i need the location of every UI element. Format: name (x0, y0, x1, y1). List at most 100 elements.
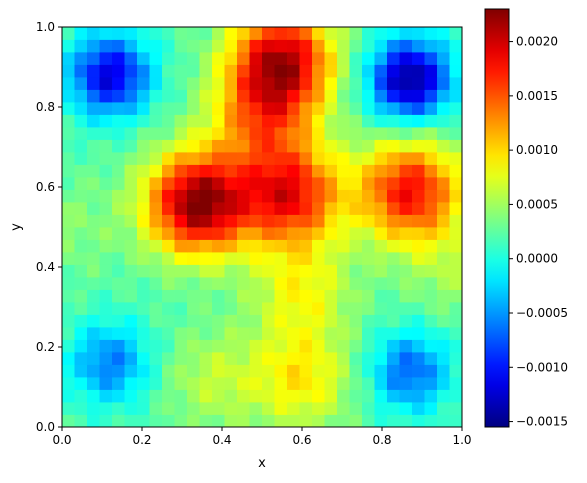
heatmap-cell (162, 264, 175, 278)
heatmap-cell (149, 64, 163, 78)
heatmap-cell (199, 239, 213, 253)
colorbar-tick-label: 0.0005 (516, 197, 558, 211)
colorbar-tick-label: −0.0010 (516, 360, 568, 374)
heatmap-cell (62, 252, 75, 265)
heatmap-cell (62, 264, 75, 278)
heatmap-cell (287, 339, 300, 353)
heatmap-cell (137, 314, 150, 328)
heatmap-cell (74, 214, 88, 228)
heatmap-cell (437, 127, 450, 140)
heatmap-cell (399, 252, 413, 265)
heatmap-cell (437, 252, 450, 265)
heatmap-cell (312, 77, 325, 90)
heatmap-cell (399, 27, 413, 40)
heatmap-cell (287, 302, 300, 315)
heatmap-cell (337, 189, 350, 203)
heatmap-cell (187, 89, 200, 103)
heatmap-cell (174, 52, 188, 65)
heatmap-cell (249, 314, 263, 328)
heatmap-cell (287, 227, 300, 240)
heatmap-cell (149, 239, 163, 253)
heatmap-cell (387, 52, 400, 65)
heatmap-cell (74, 64, 88, 78)
heatmap-cell (162, 27, 175, 40)
heatmap-cell (324, 264, 338, 278)
heatmap-cell (149, 227, 163, 240)
heatmap-cell (412, 202, 425, 215)
heatmap-cell (399, 114, 413, 128)
heatmap-cell (174, 64, 188, 78)
heatmap-cell (299, 139, 313, 153)
heatmap-cell (124, 389, 138, 403)
heatmap-cell (337, 52, 350, 65)
heatmap-cell (287, 214, 300, 228)
heatmap-cell (74, 389, 88, 403)
heatmap-cell (212, 114, 225, 128)
heatmap-cell (87, 152, 100, 165)
heatmap-cell (387, 177, 400, 190)
heatmap-cell (212, 364, 225, 378)
heatmap-cell (299, 389, 313, 403)
heatmap-cell (324, 289, 338, 303)
heatmap-cell (424, 152, 438, 165)
heatmap-cell (337, 252, 350, 265)
heatmap-cell (337, 277, 350, 290)
heatmap-cell (262, 64, 275, 78)
heatmap-cells (62, 27, 463, 428)
heatmap-cell (324, 52, 338, 65)
heatmap-cell (112, 252, 125, 265)
heatmap-cell (174, 277, 188, 290)
heatmap-cell (262, 77, 275, 90)
heatmap-cell (137, 27, 150, 40)
heatmap-cell (374, 352, 388, 365)
heatmap-cell (137, 402, 150, 415)
heatmap-cell (262, 152, 275, 165)
heatmap-cell (349, 164, 363, 178)
heatmap-cell (362, 377, 375, 390)
heatmap-cell (174, 252, 188, 265)
heatmap-cell (199, 64, 213, 78)
heatmap-cell (437, 227, 450, 240)
heatmap-cell (387, 389, 400, 403)
heatmap-cell (387, 127, 400, 140)
x-tick-label: 1.0 (452, 433, 471, 447)
heatmap-cell (324, 102, 338, 115)
heatmap-cell (124, 364, 138, 378)
heatmap-cell (62, 414, 75, 428)
heatmap-cell (312, 102, 325, 115)
heatmap-cell (174, 27, 188, 40)
y-tick-label: 0.4 (36, 260, 55, 274)
heatmap-cell (424, 127, 438, 140)
heatmap-cell (362, 289, 375, 303)
heatmap-cell (137, 289, 150, 303)
heatmap-cell (199, 339, 213, 353)
heatmap-cell (199, 364, 213, 378)
heatmap-cell (362, 127, 375, 140)
heatmap-cell (237, 102, 250, 115)
heatmap-cell (387, 264, 400, 278)
heatmap-cell (99, 377, 113, 390)
heatmap-cell (212, 39, 225, 53)
heatmap-cell (137, 152, 150, 165)
heatmap-cell (274, 89, 288, 103)
heatmap-cell (174, 214, 188, 228)
heatmap-cell (212, 89, 225, 103)
heatmap-cell (324, 239, 338, 253)
heatmap-cell (74, 52, 88, 65)
heatmap-cell (262, 139, 275, 153)
heatmap-cell (424, 177, 438, 190)
heatmap-cell (124, 289, 138, 303)
heatmap-cell (262, 89, 275, 103)
heatmap-cell (449, 127, 463, 140)
heatmap-cell (74, 327, 88, 340)
heatmap-cell (74, 189, 88, 203)
heatmap-cell (249, 214, 263, 228)
heatmap-cell (87, 289, 100, 303)
y-tick-label: 0.2 (36, 340, 55, 354)
heatmap-cell (237, 277, 250, 290)
heatmap-cell (249, 389, 263, 403)
heatmap-cell (424, 189, 438, 203)
heatmap-cell (312, 52, 325, 65)
heatmap-cell (437, 402, 450, 415)
heatmap-cell (424, 102, 438, 115)
